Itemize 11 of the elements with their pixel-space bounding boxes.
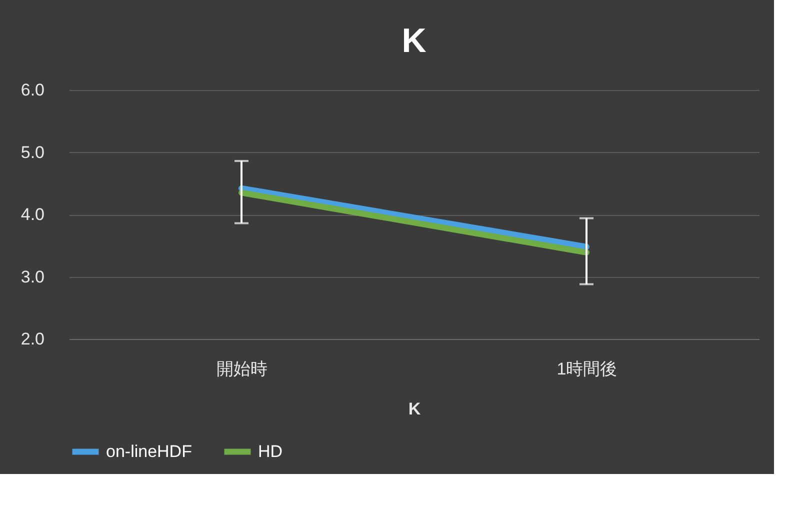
- y-tick-label: 2.0: [20, 330, 44, 348]
- x-tick-label: 開始時: [216, 360, 268, 378]
- y-tick-label: 5.0: [20, 142, 44, 162]
- chart-title: K: [402, 22, 427, 60]
- legend-label: HD: [258, 442, 283, 461]
- x-axis-title: K: [408, 400, 422, 418]
- y-tick-label: 4.0: [20, 205, 44, 224]
- y-tick-label: 3.0: [20, 267, 44, 286]
- y-tick-label: 6.0: [20, 80, 44, 100]
- x-tick-label: 1時間後: [556, 360, 618, 378]
- legend-label: on-lineHDF: [106, 442, 192, 461]
